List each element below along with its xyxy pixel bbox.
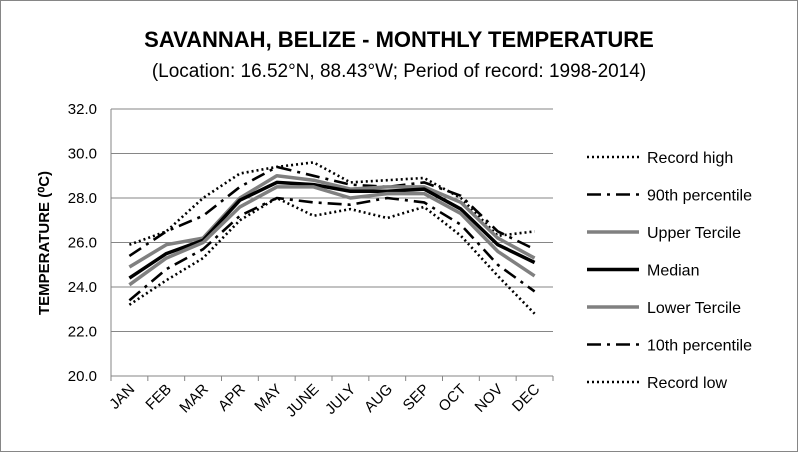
y-tick-label: 22.0	[68, 324, 97, 341]
series-line-median	[128, 180, 536, 280]
y-tick-label: 20.0	[68, 368, 97, 385]
axes	[110, 109, 554, 381]
legend-label: Record low	[647, 375, 727, 392]
x-tick-label: JAN	[106, 381, 138, 413]
y-tick-label: 24.0	[68, 279, 97, 296]
legend-label: 10th percentile	[647, 338, 752, 355]
series-line-record-high	[128, 161, 535, 246]
series-lines	[128, 161, 536, 315]
x-tick-label: NOV	[472, 381, 507, 416]
series-line-lower-tercile	[128, 185, 536, 287]
legend-label: Lower Tercile	[647, 300, 741, 317]
legend-label: 90th percentile	[647, 188, 752, 205]
x-tick-label: JULY	[322, 381, 359, 418]
x-tick-label: MAY	[251, 381, 285, 415]
y-axis-label: TEMPERATURE (⁰C)	[36, 171, 53, 315]
x-tick-label: OCT	[435, 381, 469, 415]
legend-label: Median	[647, 263, 699, 280]
y-tick-label: 26.0	[68, 235, 97, 252]
chart-title: SAVANNAH, BELIZE - MONTHLY TEMPERATURE	[144, 27, 654, 52]
legend-label: Record high	[647, 150, 733, 167]
x-tick-label: DEC	[509, 381, 544, 416]
y-tick-label: 32.0	[68, 101, 97, 118]
legend-label: Upper Tercile	[647, 225, 741, 242]
chart-subtitle: (Location: 16.52°N, 88.43°W; Period of r…	[152, 61, 646, 82]
x-tick-label: SEP	[400, 381, 433, 414]
x-tick-label: JUNE	[283, 381, 323, 421]
series-line-10th-percentile	[128, 196, 536, 302]
x-tick-label: FEB	[142, 381, 175, 414]
y-tick-label: 30.0	[68, 146, 97, 163]
y-tick-label: 28.0	[68, 190, 97, 207]
series-line-90th-percentile	[128, 165, 536, 257]
series-line-record-low	[128, 196, 536, 315]
legend: Record high 90th percentile Upper Tercile M…	[587, 150, 752, 392]
x-tick-label: AUG	[361, 381, 396, 416]
series-line-upper-tercile	[128, 174, 536, 269]
x-tick-label: APR	[215, 381, 249, 415]
x-tick-label: MAR	[176, 381, 212, 417]
